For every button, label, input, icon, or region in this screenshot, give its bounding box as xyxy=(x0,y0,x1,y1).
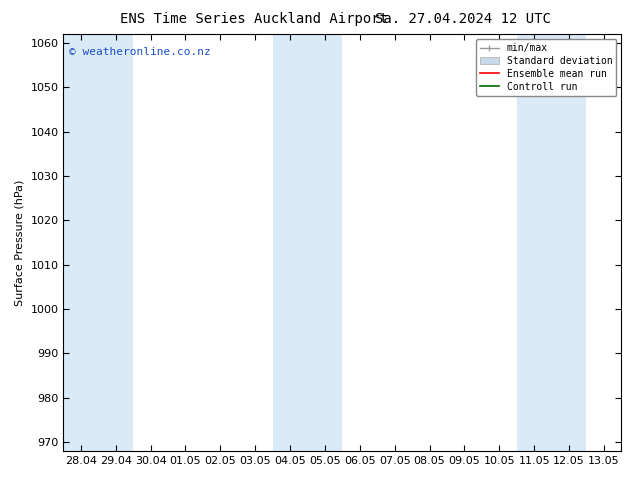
Text: © weatheronline.co.nz: © weatheronline.co.nz xyxy=(69,47,210,57)
Bar xyxy=(517,34,552,451)
Bar xyxy=(552,34,586,451)
Legend: min/max, Standard deviation, Ensemble mean run, Controll run: min/max, Standard deviation, Ensemble me… xyxy=(476,39,616,96)
Text: Sa. 27.04.2024 12 UTC: Sa. 27.04.2024 12 UTC xyxy=(375,12,551,26)
Bar xyxy=(307,34,342,451)
Text: ENS Time Series Auckland Airport: ENS Time Series Auckland Airport xyxy=(120,12,387,26)
Bar xyxy=(98,34,133,451)
Y-axis label: Surface Pressure (hPa): Surface Pressure (hPa) xyxy=(15,179,25,306)
Bar xyxy=(63,34,98,451)
Bar xyxy=(273,34,307,451)
